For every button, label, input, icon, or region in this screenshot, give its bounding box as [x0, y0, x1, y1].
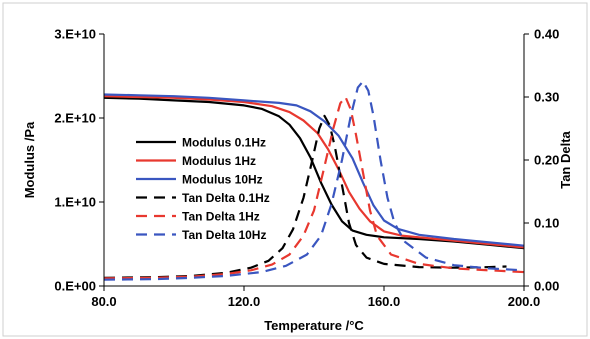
y2-tick-label: 0.40 [534, 27, 559, 42]
series-line-tan-delta-0-1hz [103, 114, 507, 279]
series-line-modulus-1hz [103, 95, 525, 249]
series-line-tan-delta-1hz [103, 95, 525, 280]
plot-area [103, 80, 525, 281]
y-tick-label: 3.E+10 [54, 27, 96, 42]
x-tick-label: 200.0 [508, 294, 541, 309]
legend: Modulus 0.1Hz Modulus 1Hz Modulus 10Hz Tan … [136, 136, 270, 242]
y2-tick-label: 0.00 [534, 279, 559, 294]
legend-label: Modulus 10Hz [182, 173, 263, 187]
series-line-modulus-0-1hz [103, 96, 525, 250]
y-tick-label: 2.E+10 [54, 111, 96, 126]
y2-tick-label: 0.30 [534, 90, 559, 105]
x-tick-label: 120.0 [228, 294, 261, 309]
legend-label: Modulus 1Hz [182, 154, 256, 168]
series-line-modulus-10hz [103, 93, 525, 247]
y2-tick-label: 0.10 [534, 216, 559, 231]
legend-label: Modulus 0.1Hz [182, 136, 266, 150]
legend-label: Tan Delta 0.1Hz [182, 191, 270, 205]
y-tick-label: 1.E+10 [54, 195, 96, 210]
x-tick-label: 80.0 [91, 294, 116, 309]
y2-axis-title: Tan Delta [558, 130, 573, 188]
x-axis-title: Temperature /°C [264, 318, 364, 333]
legend-label: Tan Delta 1Hz [182, 210, 260, 224]
x-tick-label: 160.0 [368, 294, 401, 309]
series-line-tan-delta-10hz [103, 80, 525, 281]
y-axis-title: Modulus /Pa [22, 121, 37, 198]
axes: 0.E+00 1.E+10 2.E+10 3.E+10 0.00 0.10 0.20 0.30… [22, 27, 573, 334]
y-tick-label: 0.E+00 [54, 279, 96, 294]
legend-label: Tan Delta 10Hz [182, 228, 266, 242]
y2-tick-label: 0.20 [534, 153, 559, 168]
